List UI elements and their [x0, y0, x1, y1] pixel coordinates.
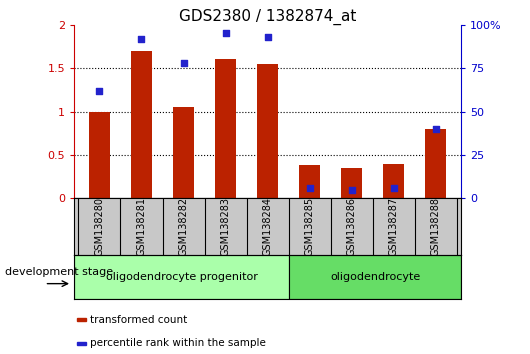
- Text: GSM138288: GSM138288: [431, 197, 441, 256]
- Bar: [299, 165, 320, 198]
- Bar: [341, 168, 363, 198]
- Bar: [257, 64, 278, 198]
- Text: percentile rank within the sample: percentile rank within the sample: [90, 338, 266, 348]
- Text: development stage: development stage: [5, 267, 113, 277]
- Text: GSM138284: GSM138284: [263, 197, 272, 256]
- Text: GSM138281: GSM138281: [137, 197, 146, 256]
- Text: oligodendrocyte progenitor: oligodendrocyte progenitor: [105, 272, 258, 282]
- Text: oligodendrocyte: oligodendrocyte: [330, 272, 420, 282]
- Text: transformed count: transformed count: [90, 315, 187, 325]
- Bar: [131, 51, 152, 198]
- Point: [390, 185, 398, 191]
- Bar: [77, 342, 86, 345]
- Point: [263, 34, 272, 40]
- Point: [222, 30, 230, 36]
- Bar: [215, 59, 236, 198]
- Bar: [289, 255, 461, 299]
- Point: [137, 36, 146, 41]
- Bar: [173, 107, 194, 198]
- Point: [431, 126, 440, 132]
- Bar: [77, 318, 86, 321]
- Text: GSM138283: GSM138283: [220, 197, 231, 256]
- Bar: [383, 164, 404, 198]
- Bar: [426, 129, 446, 198]
- Point: [179, 60, 188, 66]
- Point: [348, 187, 356, 193]
- Text: GSM138285: GSM138285: [305, 197, 315, 256]
- Text: GSM138280: GSM138280: [94, 197, 104, 256]
- Point: [95, 88, 104, 93]
- Text: GSM138282: GSM138282: [179, 197, 189, 256]
- Text: GSM138286: GSM138286: [347, 197, 357, 256]
- Title: GDS2380 / 1382874_at: GDS2380 / 1382874_at: [179, 8, 356, 25]
- Bar: [89, 112, 110, 198]
- Text: GSM138287: GSM138287: [389, 197, 399, 256]
- Point: [305, 185, 314, 191]
- Bar: [74, 255, 289, 299]
